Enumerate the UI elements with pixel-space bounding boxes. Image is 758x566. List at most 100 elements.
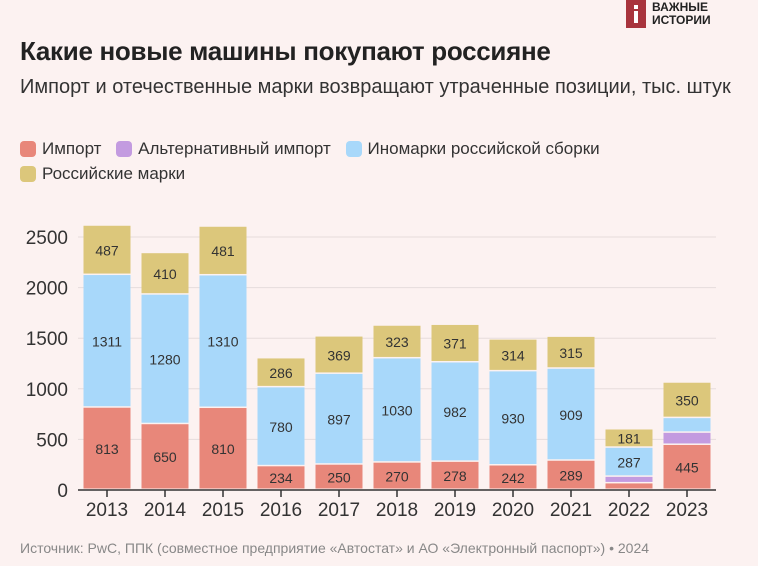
bar-segment: [547, 460, 595, 489]
bar-segment: [315, 464, 363, 489]
bar-segment: [83, 225, 131, 274]
bar-segment: [605, 429, 653, 447]
data-label: 897: [327, 411, 351, 427]
y-tick-label: 1000: [26, 380, 68, 401]
bar-segment: [257, 387, 305, 465]
bar-segment: [315, 336, 363, 373]
bar-segment: [605, 447, 653, 476]
bar-segment: [547, 368, 595, 460]
bar-segment: [373, 462, 421, 489]
info-icon: [626, 0, 646, 28]
data-label: 371: [443, 336, 467, 352]
legend-item-alt-import: Альтернативный импорт: [116, 137, 331, 161]
data-label: 250: [327, 469, 351, 485]
bar-segment: [141, 424, 189, 489]
chart-subtitle: Импорт и отечественные марки возвращают …: [20, 76, 731, 98]
bar-segment: [431, 362, 479, 461]
x-tick-label: 2017: [318, 500, 360, 521]
y-tick-label: 500: [36, 430, 68, 451]
data-label: 287: [617, 454, 641, 470]
bar-segment: [373, 358, 421, 462]
x-tick-label: 2015: [202, 500, 244, 521]
data-label: 1310: [207, 334, 238, 350]
data-label: 242: [501, 470, 525, 486]
bar-segment: [605, 483, 653, 489]
bar-segment: [547, 336, 595, 368]
y-tick-label: 2500: [26, 228, 68, 249]
brand-line1: ВАЖНЫЕ: [652, 0, 708, 14]
data-label: 315: [559, 345, 583, 361]
bar-segment: [663, 444, 711, 489]
x-tick-label: 2018: [376, 500, 418, 521]
chart-title: Какие новые машины покупают россияне: [20, 36, 551, 66]
legend-label: Альтернативный импорт: [138, 139, 331, 158]
data-label: 369: [327, 347, 351, 363]
legend-swatch: [20, 141, 36, 157]
data-label: 410: [153, 266, 177, 282]
legend-swatch: [345, 141, 362, 157]
data-label: 780: [269, 419, 293, 435]
bar-segment: [141, 294, 189, 423]
legend-label: Российские марки: [42, 164, 186, 183]
x-tick-label: 2020: [492, 500, 534, 521]
legend-swatch: [116, 141, 133, 157]
bar-segment: [83, 407, 131, 489]
data-label: 813: [95, 441, 119, 457]
x-tick-label: 2019: [434, 500, 476, 521]
bar-segment: [431, 324, 479, 361]
bar-segment: [373, 325, 421, 357]
legend-item-import: Импорт: [20, 137, 101, 161]
bar-segment: [663, 382, 711, 417]
legend-swatch: [20, 166, 36, 182]
legend-item-russian: Российские марки: [20, 162, 185, 186]
y-tick-label: 1500: [26, 329, 68, 350]
x-tick-label: 2016: [260, 500, 302, 521]
bar-segment: [663, 432, 711, 444]
chart-plot: 0 500 1000 1500 2000 2500 813 1311 487 2013 650 128…: [26, 225, 716, 521]
bar-segment: [663, 418, 711, 432]
y-tick-label: 2000: [26, 279, 68, 300]
bar-segment: [141, 253, 189, 294]
data-label: 234: [269, 470, 293, 486]
bar-segment: [489, 465, 537, 489]
bar-segment: [489, 371, 537, 465]
bar-segment: [257, 466, 305, 489]
data-label: 487: [95, 242, 119, 258]
bar-segment: [83, 275, 131, 407]
legend-label: Импорт: [42, 139, 102, 158]
data-label: 1280: [149, 351, 180, 367]
data-label: 323: [385, 334, 409, 350]
bar-segment: [431, 461, 479, 489]
legend-label: Иномарки российской сборки: [367, 139, 600, 158]
x-tick-label: 2023: [666, 500, 708, 521]
bar-segment: [489, 339, 537, 370]
data-label: 1030: [381, 403, 412, 419]
bar-segment: [257, 358, 305, 386]
y-tick-label: 0: [57, 481, 68, 502]
x-tick-label: 2014: [144, 500, 187, 521]
legend: Импорт Альтернативный импорт Иномарки ро…: [20, 137, 740, 187]
bar-segment: [199, 275, 247, 407]
legend-item-foreign-local: Иномарки российской сборки: [345, 137, 600, 161]
brand-logo: ВАЖНЫЕ ИСТОРИИ: [626, 0, 711, 28]
data-label: 278: [443, 468, 467, 484]
data-label: 1311: [92, 333, 122, 349]
bar-segment: [199, 226, 247, 274]
data-label: 445: [675, 459, 699, 475]
data-label: 286: [269, 365, 293, 381]
bar-segment: [605, 476, 653, 482]
data-label: 810: [211, 441, 235, 457]
data-label: 909: [559, 407, 583, 423]
data-label: 982: [443, 404, 467, 420]
x-tick-label: 2021: [550, 500, 592, 521]
data-label: 289: [559, 467, 583, 483]
bar-segment: [199, 408, 247, 489]
data-label: 930: [501, 410, 525, 426]
data-label: 314: [501, 348, 525, 364]
x-tick-label: 2022: [608, 500, 650, 521]
brand-line2: ИСТОРИИ: [652, 13, 711, 27]
bar-segment: [315, 373, 363, 464]
x-tick-label: 2013: [86, 500, 128, 521]
data-label: 270: [385, 468, 409, 484]
data-label: 481: [211, 243, 235, 259]
